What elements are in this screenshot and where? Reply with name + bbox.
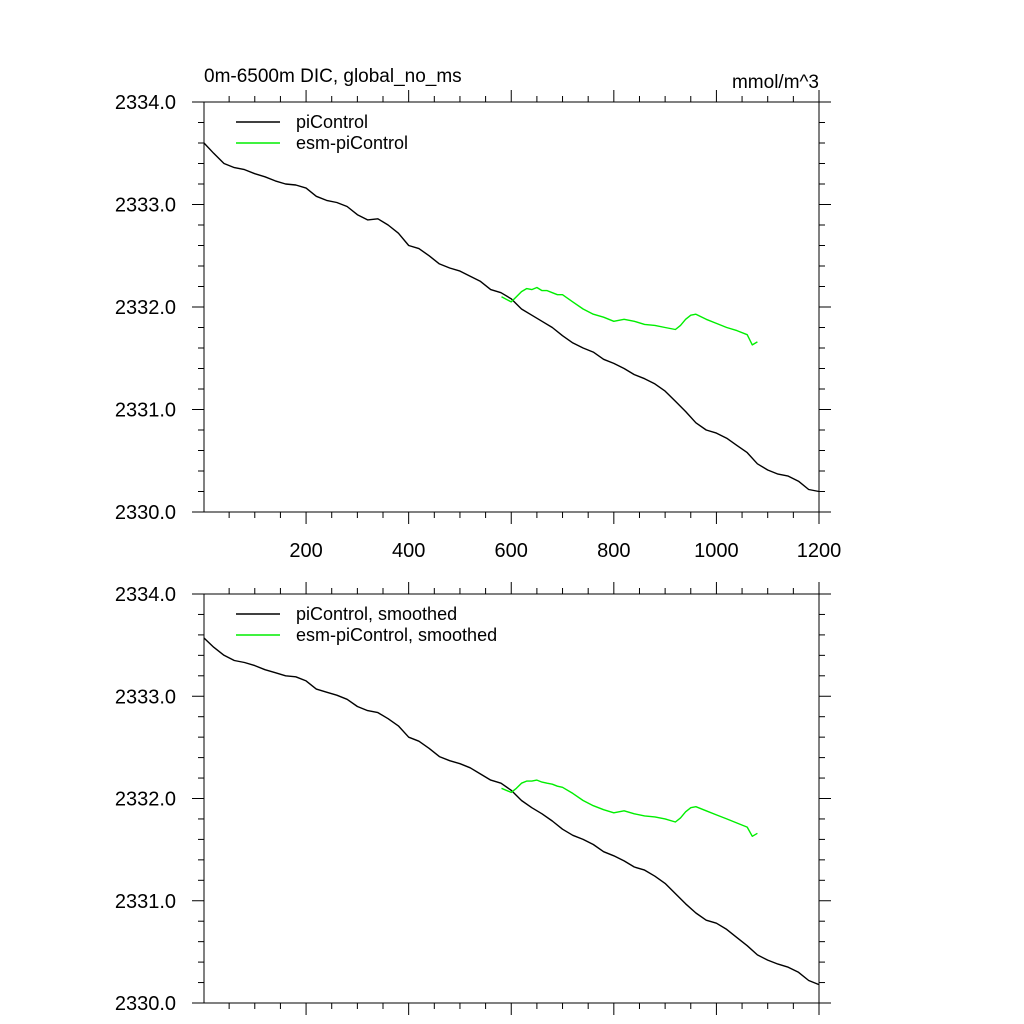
plot-frame (203, 101, 820, 513)
x-tick-label: 600 (495, 540, 528, 562)
chart-title: 0m-6500m DIC, global_no_ms (204, 66, 462, 87)
series-line-picontrol (203, 637, 820, 986)
legend-label: esm-piControl, smoothed (296, 625, 497, 645)
legend-label: piControl, smoothed (296, 604, 457, 624)
units-label: mmol/m^3 (732, 72, 819, 93)
y-tick-label: 2333.0 (115, 686, 176, 708)
y-tick-label: 2332.0 (115, 789, 176, 811)
y-tick-label: 2334.0 (115, 92, 176, 114)
top-panel: 200 400 600 800 1000 1200 2330.0 2331.0 2332.0 23… (115, 66, 841, 562)
y-tick-label: 2333.0 (115, 195, 176, 217)
series-line-esm-picontrol (501, 286, 758, 346)
x-tick-label: 200 (289, 540, 322, 562)
bottom-panel: 2330.0 2331.0 2332.0 2333.0 2334.0 piControl,… (115, 582, 831, 1015)
x-tick-label: 800 (597, 540, 630, 562)
legend-label: esm-piControl (296, 133, 408, 153)
x-tick-label: 1200 (797, 540, 842, 562)
plot-frame (203, 593, 820, 1004)
series-line-picontrol (203, 142, 820, 493)
y-tick-label: 2334.0 (115, 584, 176, 606)
x-tick-label: 1000 (694, 540, 739, 562)
y-tick-label: 2332.0 (115, 297, 176, 319)
series-line-esm-picontrol (501, 779, 758, 837)
y-tick-label: 2331.0 (115, 400, 176, 422)
legend-label: piControl (296, 112, 368, 132)
y-tick-label: 2331.0 (115, 891, 176, 913)
y-tick-label: 2330.0 (115, 993, 176, 1015)
x-tick-label: 400 (392, 540, 425, 562)
y-tick-label: 2330.0 (115, 502, 176, 524)
